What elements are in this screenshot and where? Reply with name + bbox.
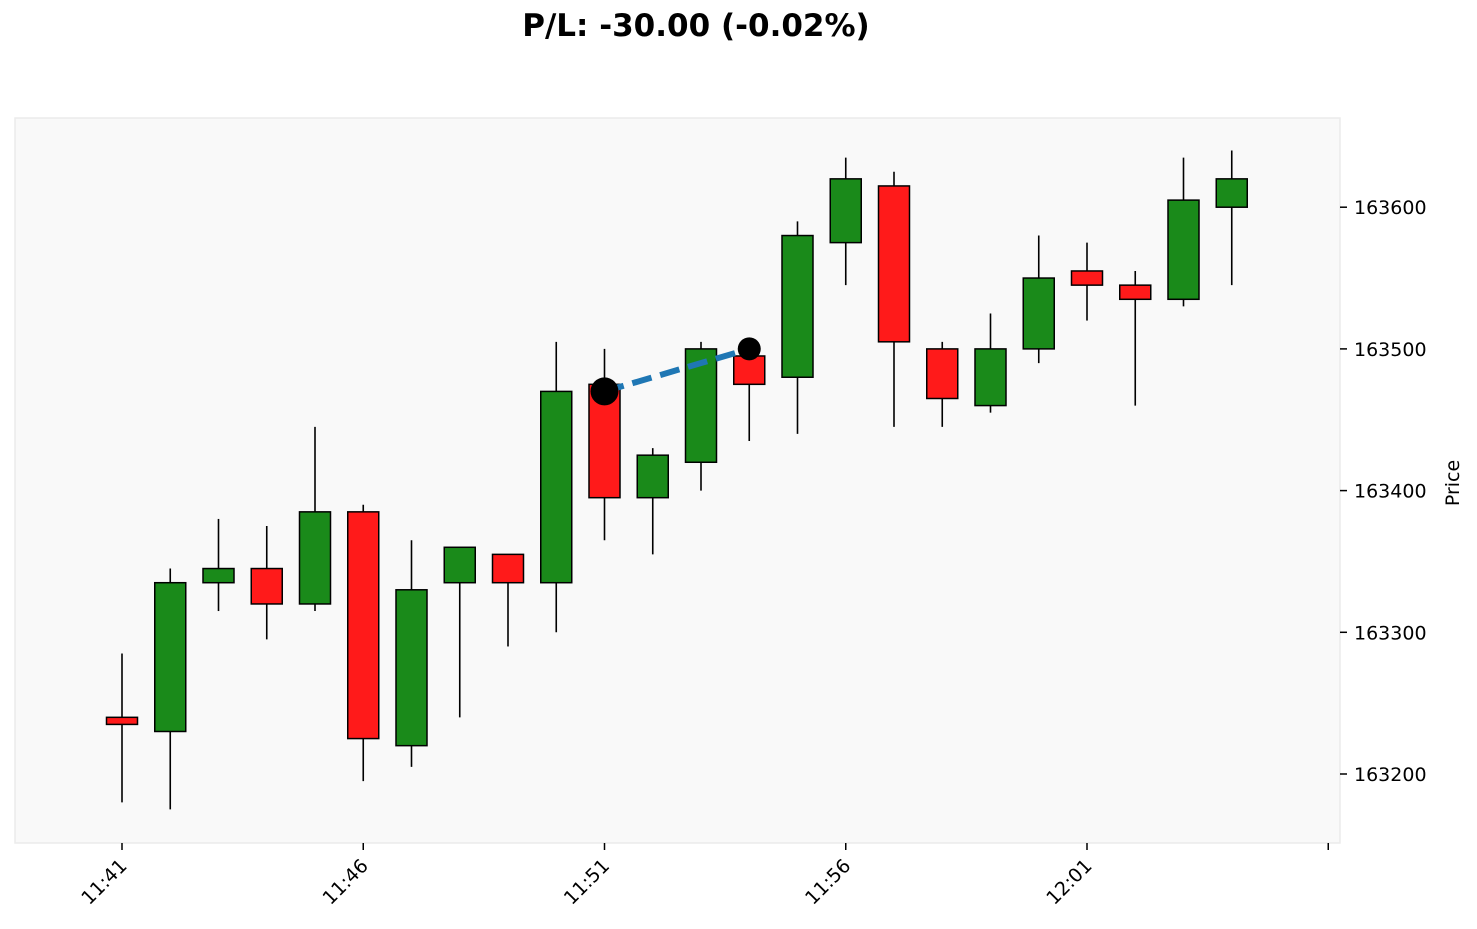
candle-1149 [491,553,525,647]
x-tick-label: 12:01 [1042,855,1096,909]
candle-body-up [298,511,332,605]
candle-1201 [1070,242,1104,321]
y-tick-label: 163300 [1354,622,1427,644]
candle-body-up [154,581,187,733]
candle-body-up [829,178,862,244]
candle-1159 [974,313,1007,413]
y-tick-label: 163400 [1354,481,1427,503]
candle-1142 [154,568,187,810]
candles-layer [105,150,1248,810]
candle-1158 [926,341,959,427]
candle-body-up [1167,199,1200,301]
exit-marker [737,337,761,361]
candle-1143 [202,518,235,612]
y-tick-label: 163200 [1354,764,1427,786]
candle-body-up [395,589,428,747]
y-tick-label: 163500 [1354,339,1427,361]
chart-title: P/L: -30.00 (-0.02%) [522,8,870,44]
candle-1200 [1022,235,1055,364]
trade-line [603,346,751,395]
candle-body-up [974,348,1007,407]
candle-body-up [540,390,573,584]
candle-body-down [877,185,911,343]
candle-body-down [491,553,525,584]
candle-body-up [443,546,476,584]
y-axis-label: Price [1442,460,1464,506]
candle-body-down [1119,284,1152,301]
x-tick-label: 11:41 [77,855,131,909]
candle-body-down [733,355,766,386]
entry-marker [590,377,619,406]
candle-1202 [1119,270,1152,406]
candle-1204 [1215,150,1248,286]
candle-1147 [395,540,428,767]
candle-1156 [829,157,862,286]
candle-1145 [298,426,332,612]
candle-body-down [926,348,959,400]
candle-body-up [1022,277,1055,350]
candle-body-down [250,567,283,605]
candle-body-up [202,567,235,584]
candle-1203 [1167,157,1200,307]
candle-body-down [347,511,380,740]
candle-body-down [1070,270,1104,286]
candle-body-up [781,234,814,378]
candle-body-up [1215,178,1248,208]
candle-1141 [105,653,139,803]
x-tick-label: 11:46 [319,855,373,909]
plot-area [14,117,1341,844]
candle-body-down [105,716,139,726]
candle-1146 [347,504,380,782]
y-tick-label: 163600 [1354,197,1427,219]
x-tick-label: 11:51 [560,855,614,909]
y-axis: 163200 163300 163400 163500 163600 [1340,197,1427,786]
candle-body-up [636,454,669,499]
candle-1155 [781,221,814,434]
x-axis: 11:41 11:46 11:51 11:56 12:01 [77,843,1329,909]
trade-layer [590,337,761,406]
candle-1154 [733,355,766,442]
candle-1144 [250,526,283,640]
candle-1152 [636,448,669,555]
candle-1157 [877,171,911,427]
candle-1150 [540,341,573,633]
x-tick-label: 11:56 [801,855,855,909]
candle-1148 [443,546,476,718]
